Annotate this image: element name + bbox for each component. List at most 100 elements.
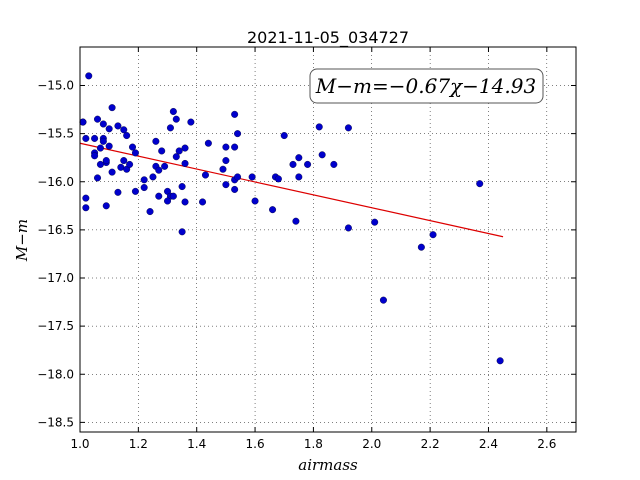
data-point xyxy=(161,162,169,170)
y-tick-label: −15.5 xyxy=(37,127,74,141)
data-point xyxy=(269,206,277,214)
x-tick-label: 2.2 xyxy=(421,437,440,451)
data-point xyxy=(175,147,183,155)
x-tick-label: 1.4 xyxy=(187,437,206,451)
data-point xyxy=(99,120,107,128)
data-point xyxy=(292,217,300,225)
data-point xyxy=(371,218,379,226)
data-point xyxy=(91,152,99,160)
data-point xyxy=(120,126,128,134)
data-point xyxy=(105,125,113,133)
data-point xyxy=(181,159,189,167)
data-point xyxy=(181,198,189,206)
data-point xyxy=(417,243,425,251)
data-point xyxy=(231,110,239,118)
data-point xyxy=(231,185,239,193)
fit-line xyxy=(79,142,504,238)
data-point xyxy=(181,144,189,152)
data-point xyxy=(429,231,437,239)
y-tick-label: −17.0 xyxy=(37,271,74,285)
x-tick-label: 2.0 xyxy=(362,437,381,451)
data-point xyxy=(164,197,172,205)
data-point xyxy=(96,144,104,152)
data-point xyxy=(234,173,242,181)
data-point xyxy=(178,183,186,191)
data-point xyxy=(129,143,137,151)
data-point xyxy=(231,143,239,151)
data-point xyxy=(166,124,174,132)
data-point xyxy=(172,153,180,161)
data-point xyxy=(199,198,207,206)
data-point xyxy=(114,188,122,196)
data-point xyxy=(219,165,227,173)
data-point xyxy=(330,160,338,168)
y-tick-label: −16.0 xyxy=(37,175,74,189)
data-point xyxy=(96,160,104,168)
data-point xyxy=(140,184,148,192)
data-point xyxy=(94,174,102,182)
y-tick-labels: −15.0 −15.5 −16.0 −16.5 −17.0 −17.5 −18.0 −18.5 xyxy=(37,79,74,430)
x-axis-label: airmass xyxy=(298,456,358,474)
data-point xyxy=(102,202,110,210)
data-point xyxy=(295,173,303,181)
fit-annotation-text: M−m=−0.67χ−14.93 xyxy=(315,74,536,98)
data-point xyxy=(108,104,116,112)
data-point xyxy=(344,124,352,132)
data-point xyxy=(222,181,230,189)
x-tick-labels: 1.0 1.2 1.4 1.6 1.8 2.0 2.2 2.4 2.6 xyxy=(70,437,556,451)
data-point xyxy=(155,192,163,200)
data-point xyxy=(85,72,93,80)
data-point xyxy=(496,357,504,365)
data-point xyxy=(222,143,230,151)
data-point xyxy=(476,180,484,188)
x-tick-label: 1.6 xyxy=(246,437,265,451)
data-point xyxy=(108,168,116,176)
y-tick-label: −18.0 xyxy=(37,367,74,381)
data-point xyxy=(131,149,139,157)
data-point xyxy=(289,160,297,168)
grid xyxy=(79,47,576,432)
data-point xyxy=(114,122,122,130)
y-tick-label: −17.5 xyxy=(37,319,74,333)
data-point xyxy=(280,132,288,140)
fit-annotation-frame xyxy=(309,68,544,104)
data-point xyxy=(251,197,259,205)
data-point xyxy=(172,115,180,123)
data-point xyxy=(295,154,303,162)
data-point xyxy=(248,173,256,181)
y-tick-label: −18.5 xyxy=(37,415,74,429)
plot-frame xyxy=(79,46,577,433)
data-point xyxy=(82,204,90,212)
data-point xyxy=(91,134,99,142)
data-point xyxy=(158,147,166,155)
data-point xyxy=(234,130,242,138)
y-tick-label: −16.5 xyxy=(37,223,74,237)
data-point xyxy=(318,151,326,159)
data-point xyxy=(131,187,139,195)
data-point xyxy=(169,107,177,115)
data-point xyxy=(274,175,282,183)
data-point xyxy=(178,228,186,236)
x-tick-label: 1.2 xyxy=(129,437,148,451)
fit-annotation-box: M−m=−0.67χ−14.93 xyxy=(309,68,544,104)
axis-ticks xyxy=(79,47,576,432)
data-point xyxy=(102,157,110,165)
data-point xyxy=(82,194,90,202)
data-point xyxy=(187,118,195,126)
data-point xyxy=(379,296,387,304)
y-tick-label: −15.0 xyxy=(37,79,74,93)
chart-title: 2021-11-05_034727 xyxy=(247,28,409,48)
data-point xyxy=(117,163,125,171)
x-tick-label: 1.8 xyxy=(304,437,323,451)
y-axis-label: M−m xyxy=(13,219,31,262)
x-tick-label: 2.6 xyxy=(537,437,556,451)
data-point xyxy=(146,208,154,216)
data-point xyxy=(201,171,209,179)
data-point xyxy=(126,160,134,168)
data-point xyxy=(99,137,107,145)
data-point xyxy=(155,166,163,174)
data-point xyxy=(204,139,212,147)
data-point xyxy=(105,142,113,150)
data-points xyxy=(79,72,504,365)
